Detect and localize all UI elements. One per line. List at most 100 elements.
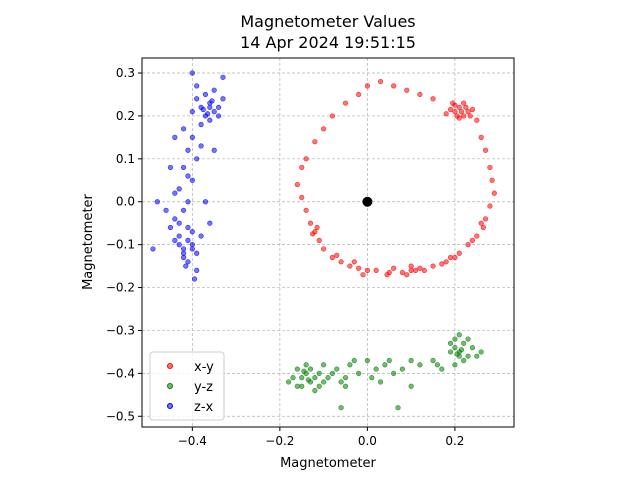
plot-frame bbox=[141, 57, 515, 428]
data-point bbox=[185, 259, 191, 265]
legend-label-x-y: x-y bbox=[194, 360, 214, 375]
series-x-y bbox=[294, 78, 497, 278]
data-point bbox=[480, 224, 486, 231]
y-axis-ticks: −0.5 −0.4 −0.3 −0.2 −0.1 0.0 0.1 0.2 0.3 bbox=[106, 66, 142, 423]
data-point bbox=[185, 237, 191, 243]
data-point bbox=[347, 362, 353, 368]
chart-subtitle: 14 Apr 2024 19:51:15 bbox=[240, 33, 416, 52]
data-point bbox=[172, 134, 178, 140]
data-point bbox=[463, 104, 469, 110]
data-point bbox=[342, 100, 349, 106]
data-point bbox=[185, 173, 191, 179]
data-point bbox=[417, 362, 423, 368]
data-point bbox=[439, 261, 445, 267]
data-point bbox=[338, 405, 344, 411]
data-point bbox=[198, 121, 204, 128]
data-point bbox=[180, 250, 187, 256]
data-point bbox=[154, 199, 160, 205]
data-point bbox=[180, 207, 187, 213]
chart-title: Magnetometer Values bbox=[240, 12, 415, 31]
data-point bbox=[458, 347, 465, 353]
data-point bbox=[176, 242, 182, 248]
data-point bbox=[198, 143, 204, 149]
data-point bbox=[439, 366, 445, 372]
data-point bbox=[189, 70, 195, 76]
y-tick-label: −0.5 bbox=[106, 409, 135, 423]
data-point bbox=[334, 252, 340, 258]
data-point bbox=[194, 267, 200, 273]
data-point bbox=[334, 366, 340, 372]
data-point bbox=[360, 272, 366, 278]
data-point bbox=[286, 379, 292, 385]
data-point bbox=[452, 345, 458, 351]
data-point bbox=[369, 375, 375, 381]
data-point bbox=[180, 246, 187, 252]
data-point bbox=[465, 353, 471, 359]
data-point bbox=[342, 375, 349, 381]
data-point bbox=[312, 387, 318, 394]
data-point bbox=[316, 237, 322, 243]
data-point bbox=[443, 259, 449, 265]
data-point bbox=[207, 220, 213, 226]
data-point bbox=[329, 254, 335, 261]
data-point bbox=[211, 147, 217, 153]
data-point bbox=[314, 224, 320, 231]
data-point bbox=[167, 224, 174, 231]
data-point bbox=[430, 96, 436, 102]
data-point bbox=[299, 375, 305, 381]
data-point bbox=[294, 383, 300, 389]
data-point bbox=[200, 106, 206, 113]
data-point bbox=[176, 186, 182, 192]
x-tick-label: 0.2 bbox=[445, 434, 464, 448]
data-point bbox=[338, 379, 344, 385]
data-point bbox=[364, 83, 370, 89]
origin-marker bbox=[362, 196, 373, 207]
data-point bbox=[189, 246, 195, 252]
legend: x-y y-z z-x bbox=[149, 351, 225, 421]
data-point bbox=[209, 98, 215, 104]
data-point bbox=[461, 113, 467, 119]
data-point bbox=[461, 340, 467, 346]
data-point bbox=[329, 370, 335, 376]
data-point bbox=[434, 362, 441, 368]
data-point bbox=[447, 340, 454, 346]
data-point bbox=[329, 113, 335, 119]
legend-marker-x-y bbox=[167, 363, 173, 369]
y-tick-label: −0.4 bbox=[106, 366, 135, 380]
data-point bbox=[321, 362, 327, 368]
data-point bbox=[299, 383, 305, 389]
data-point bbox=[198, 233, 204, 239]
y-tick-label: −0.3 bbox=[106, 323, 135, 337]
data-point bbox=[172, 190, 178, 196]
y-axis-label: Magnetometer bbox=[81, 193, 96, 289]
data-point bbox=[412, 267, 419, 273]
data-point bbox=[310, 231, 316, 237]
data-point bbox=[294, 181, 300, 188]
data-point bbox=[421, 267, 427, 273]
data-point bbox=[194, 156, 200, 162]
data-point bbox=[189, 134, 195, 140]
data-point bbox=[452, 109, 458, 115]
data-point bbox=[482, 216, 489, 222]
data-point bbox=[356, 370, 362, 376]
data-point bbox=[325, 375, 331, 381]
data-point bbox=[305, 377, 311, 383]
data-point bbox=[399, 366, 406, 372]
data-point bbox=[461, 100, 467, 106]
data-point bbox=[377, 78, 384, 85]
data-point bbox=[321, 379, 327, 385]
legend-label-z-x: z-x bbox=[194, 400, 214, 415]
data-point bbox=[189, 229, 195, 235]
data-point bbox=[303, 362, 309, 368]
data-point bbox=[456, 332, 462, 338]
data-point bbox=[458, 109, 465, 115]
data-point bbox=[180, 254, 187, 261]
data-point bbox=[399, 269, 406, 276]
data-point bbox=[452, 254, 458, 261]
data-point bbox=[299, 164, 305, 171]
data-point bbox=[316, 370, 322, 376]
data-point bbox=[207, 117, 213, 123]
legend-label-y-z: y-z bbox=[194, 380, 213, 395]
data-point bbox=[408, 263, 414, 269]
